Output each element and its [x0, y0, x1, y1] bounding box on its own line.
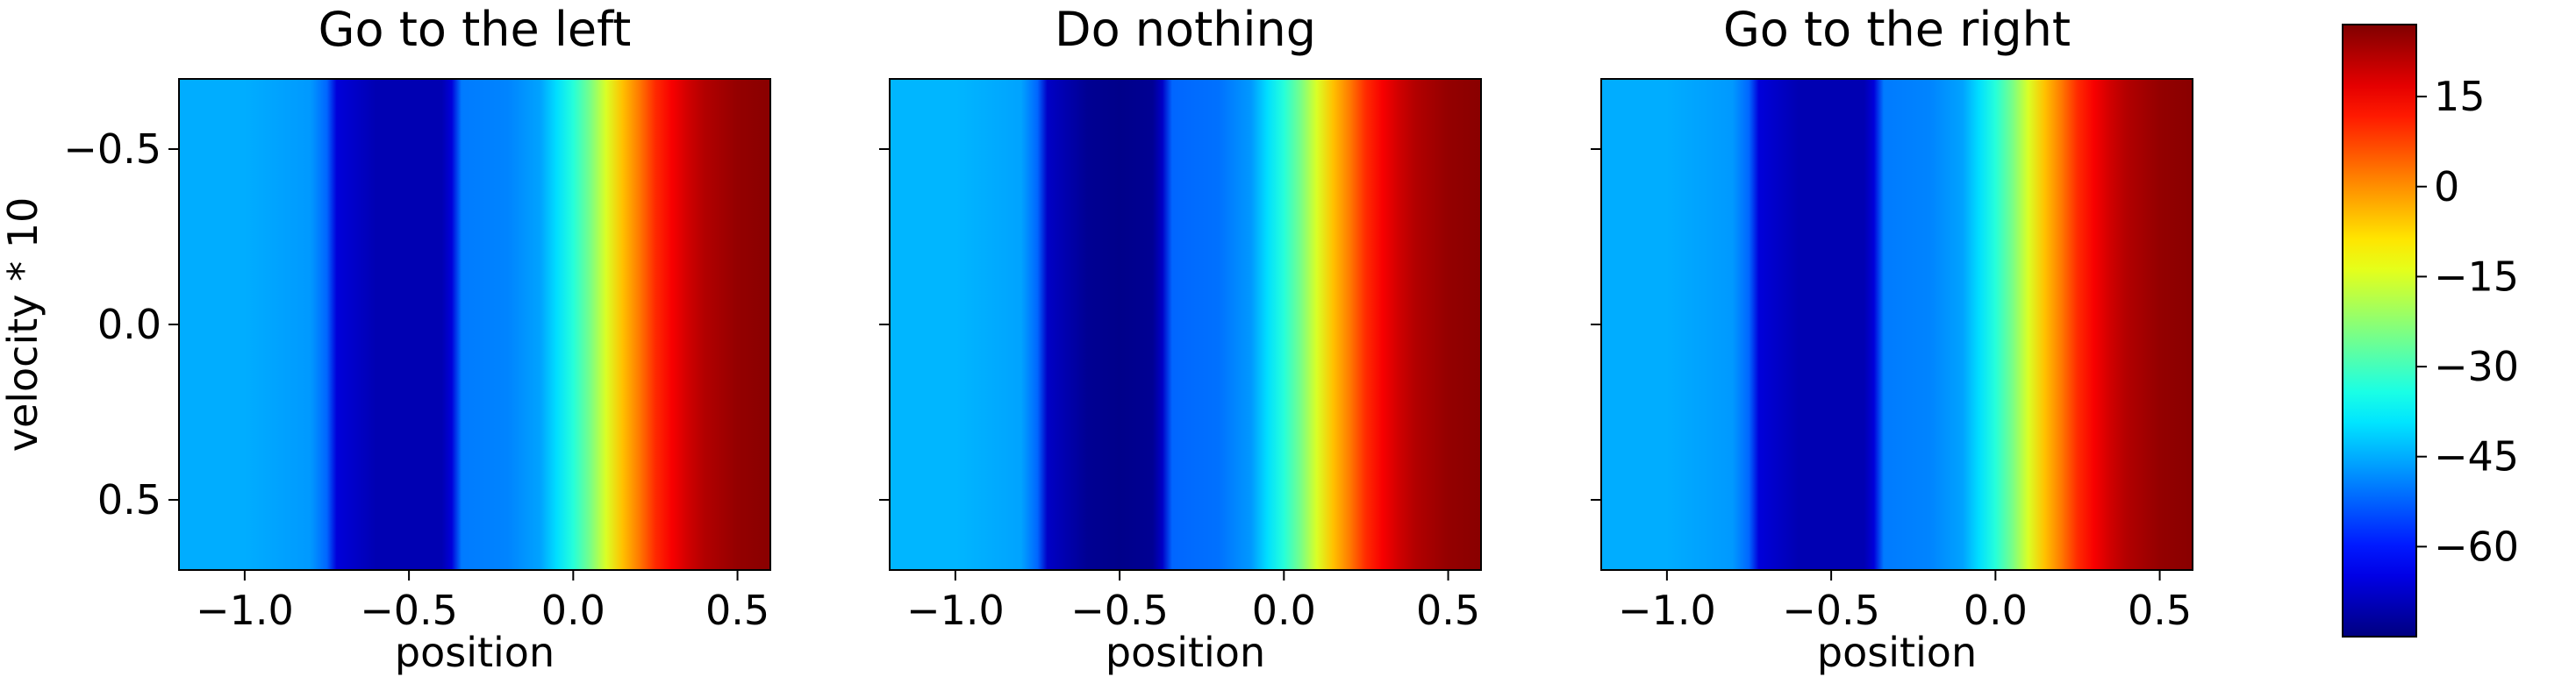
colorbar-gradient [2342, 24, 2417, 638]
x-tick-label: −1.0 [196, 587, 294, 634]
x-tick-label: −0.5 [360, 587, 458, 634]
colorbar [2342, 24, 2417, 638]
heatmap-area [889, 78, 1482, 571]
x-tick-label: 0.0 [541, 587, 605, 634]
x-tick-label: 0.5 [705, 587, 769, 634]
panel-title: Go to the right [1723, 2, 2071, 57]
y-tick-label: 0.5 [97, 476, 161, 524]
colorbar-tick-label: −45 [2434, 433, 2519, 481]
panel-title: Do nothing [1055, 2, 1316, 57]
axis-ticks: −1.0 −0.5 0.0 0.5 −0.5 0.0 0.5 −1.0 −0.5 0.0 0.5 −1… [63, 73, 2519, 634]
x-axis-label: position [1817, 629, 1977, 676]
x-tick-label: 0.0 [1964, 587, 2028, 634]
x-tick-label: 0.0 [1252, 587, 1316, 634]
y-axis-label: velocity * 10 [0, 197, 47, 452]
colorbar-tick-label: −15 [2434, 253, 2519, 300]
colorbar-tick-label: −30 [2434, 343, 2519, 390]
heatmap-area [1600, 78, 2193, 571]
heatmap-area [178, 78, 771, 571]
panel-go-left: Go to the left position velocity * 10 [0, 2, 771, 676]
x-tick-label: −1.0 [1618, 587, 1716, 634]
x-tick-label: −0.5 [1782, 587, 1880, 634]
colorbar-tick-label: −60 [2434, 523, 2519, 570]
y-tick-label: 0.0 [97, 301, 161, 348]
colorbar-tick-label: 15 [2434, 73, 2486, 120]
panel-go-right: Go to the right position [1600, 2, 2193, 676]
panel-title: Go to the left [318, 2, 632, 57]
x-axis-label: position [1106, 629, 1265, 676]
y-tick-label: −0.5 [63, 125, 161, 173]
x-axis-label: position [395, 629, 555, 676]
x-tick-label: −0.5 [1070, 587, 1169, 634]
colorbar-tick-label: 0 [2434, 163, 2459, 210]
x-tick-label: 0.5 [1416, 587, 1480, 634]
panel-do-nothing: Do nothing position [889, 2, 1482, 676]
x-tick-label: 0.5 [2128, 587, 2192, 634]
x-tick-label: −1.0 [906, 587, 1005, 634]
